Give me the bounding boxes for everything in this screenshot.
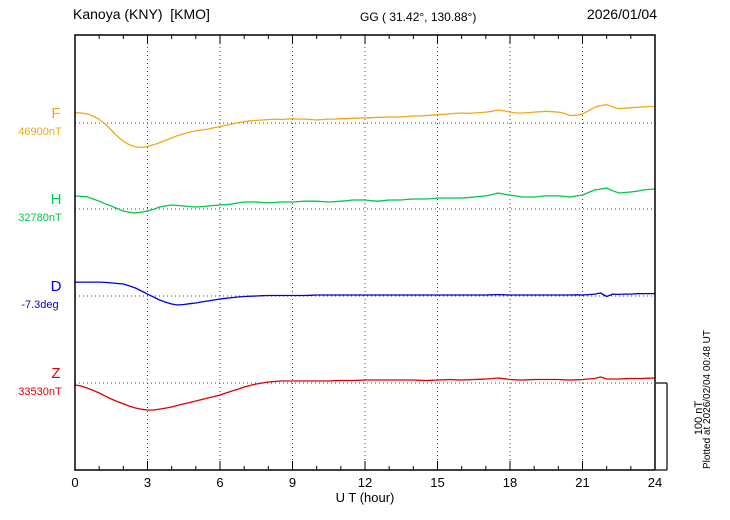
plot-border (74, 34, 656, 471)
traces (74, 104, 656, 411)
x-tick-label: 3 (144, 475, 151, 490)
x-tick-label: 9 (289, 475, 296, 490)
x-tick-label: 0 (71, 475, 78, 490)
trace-H (74, 187, 656, 214)
axis-ticks (74, 35, 656, 470)
x-tick-label: 6 (216, 475, 223, 490)
plotted-at-note: Plotted at 2026/02/04 00:48 UT (702, 330, 713, 469)
x-tick-label: 21 (575, 475, 589, 490)
x-tick-label: 24 (648, 475, 662, 490)
trace-Z (74, 376, 656, 411)
x-tick-label: 15 (430, 475, 444, 490)
component-H-baseline-value: 32780nT (18, 212, 62, 224)
vertical-gridlines (147, 35, 583, 470)
x-axis-label: U T (hour) (335, 490, 395, 505)
trace-D (74, 281, 656, 306)
component-Z-label: Z (51, 365, 61, 382)
component-H-label: H (50, 191, 62, 208)
x-tick-label: 18 (503, 475, 517, 490)
component-F-baseline-value: 46900nT (18, 126, 62, 138)
x-tick-label: 12 (358, 475, 372, 490)
component-D-label: D (50, 278, 62, 295)
component-D-baseline-value: -7.3deg (21, 299, 59, 311)
station-title: Kanoya (KNY) [KMO] (73, 6, 210, 22)
trace-F (74, 104, 656, 149)
x-tick-labels: 0 3 6 9 12 15 18 21 24 (71, 475, 662, 490)
component-Z-baseline-value: 33530nT (18, 386, 62, 398)
plot-date: 2026/01/04 (586, 6, 657, 22)
component-F-label: F (51, 105, 61, 122)
station-coordinates: GG ( 31.42°, 130.88°) (360, 10, 477, 24)
scale-bar-label: 100 nT 0.5 deg (669, 372, 730, 464)
scale-bracket (656, 382, 668, 471)
